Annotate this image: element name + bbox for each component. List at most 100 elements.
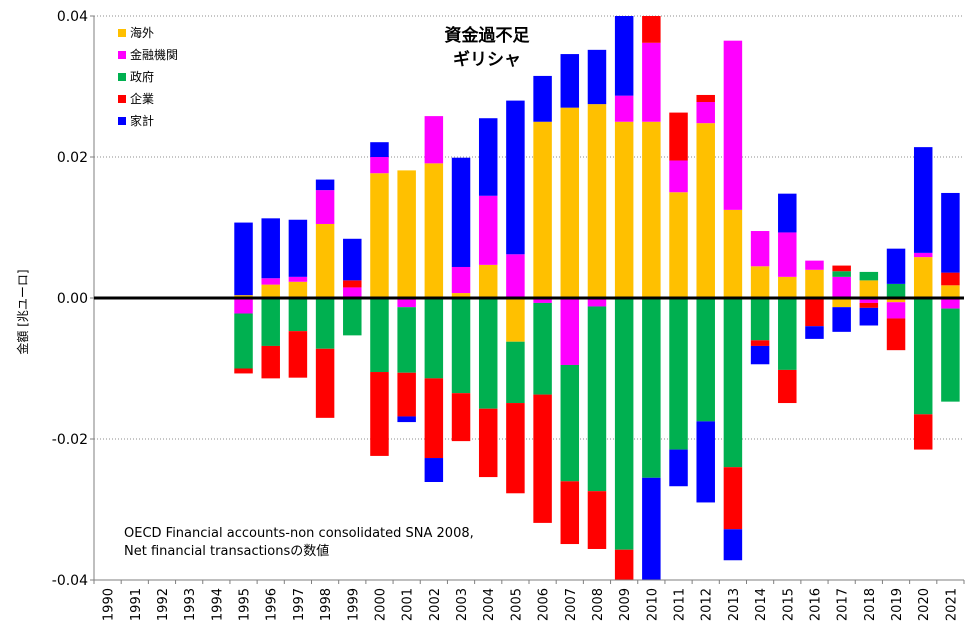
bar-segment xyxy=(315,298,335,349)
bar-segment xyxy=(886,248,906,284)
bar-segment xyxy=(506,254,525,298)
bar-segment xyxy=(370,173,389,298)
bar-segment xyxy=(941,192,960,273)
bar-segment xyxy=(343,298,362,336)
bar-segment xyxy=(750,340,770,346)
bar-segment xyxy=(424,116,444,164)
bar-segment xyxy=(288,331,308,378)
bar-segment xyxy=(343,238,362,281)
x-tick-label: 2008 xyxy=(591,588,606,621)
bar-segment xyxy=(805,298,824,327)
bar-segment xyxy=(805,269,824,298)
bar-segment xyxy=(886,318,906,351)
bar-segment xyxy=(478,118,498,196)
bar-segment xyxy=(614,298,634,550)
bar-segment xyxy=(750,345,770,365)
y-axis-label: 金額 [兆ユーロ] xyxy=(15,269,30,354)
source-note-line-2: Net financial transactionsの数値 xyxy=(124,543,329,559)
x-tick-label: 2011 xyxy=(673,588,688,621)
x-tick-label: 2001 xyxy=(401,588,416,621)
bar-segment xyxy=(750,266,770,298)
legend-swatch xyxy=(118,51,126,59)
legend-swatch xyxy=(118,29,126,37)
bar-segment xyxy=(696,421,715,503)
y-tick-label: -0.02 xyxy=(52,432,88,448)
bar-segment xyxy=(506,403,525,494)
bar-segment xyxy=(261,284,280,298)
bar-segment xyxy=(533,121,552,298)
bar-segment xyxy=(859,298,879,303)
bar-segment xyxy=(913,147,933,253)
bar-segment xyxy=(560,107,580,299)
bar-segment xyxy=(778,298,797,370)
bar-segment xyxy=(832,276,851,298)
x-tick-label: 1992 xyxy=(156,588,171,621)
bar-segment xyxy=(941,272,960,286)
bar-segment xyxy=(451,266,471,294)
y-tick-labels: 0.04 0.02 0.00 -0.02 -0.04 xyxy=(52,9,88,589)
bar-segment xyxy=(288,219,308,277)
x-tick-label: 1997 xyxy=(292,588,307,621)
bar-segment xyxy=(234,313,253,369)
legend-swatch xyxy=(118,73,126,81)
legend-label: 政府 xyxy=(130,69,154,84)
bar-segment xyxy=(778,276,797,298)
bar-segment xyxy=(587,49,607,105)
bar-segment xyxy=(696,123,715,298)
bar-segment xyxy=(478,264,498,298)
bar-segment xyxy=(750,231,770,267)
bar-segment xyxy=(315,223,335,298)
bar-segment xyxy=(832,298,851,308)
x-tick-label: 1996 xyxy=(265,588,280,621)
bar-segment xyxy=(370,298,389,373)
bar-segment xyxy=(261,345,280,379)
bar-segment xyxy=(886,302,906,319)
bar-segment xyxy=(832,307,851,332)
chart-title-line-2: ギリシャ xyxy=(453,50,521,70)
x-tick-label: 2004 xyxy=(482,588,497,621)
bar-segment xyxy=(669,160,688,193)
bar-segment xyxy=(669,112,688,161)
legend-swatch xyxy=(118,117,126,125)
bar-segment xyxy=(506,298,525,342)
bar-segment xyxy=(642,16,661,43)
bar-segment xyxy=(234,368,253,374)
bar-segment xyxy=(451,298,471,394)
bar-segment xyxy=(315,179,335,191)
legend-swatch xyxy=(118,95,126,103)
x-tick-label: 2002 xyxy=(428,588,443,621)
bar-segment xyxy=(859,302,879,308)
bar-segment xyxy=(533,298,552,303)
bar-segment xyxy=(451,393,471,442)
x-tick-label: 2012 xyxy=(700,588,715,621)
bar-segment xyxy=(805,326,824,339)
bar-segment xyxy=(397,416,416,423)
x-tick-label: 2015 xyxy=(781,588,796,621)
bar-segment xyxy=(778,193,797,233)
y-tick-label: 0.02 xyxy=(57,150,88,166)
bar-segment xyxy=(642,477,661,580)
bar-segment xyxy=(913,252,933,258)
bar-segment xyxy=(723,298,743,468)
bar-segment xyxy=(832,271,851,277)
bar-segment xyxy=(913,414,933,450)
bar-segment xyxy=(696,94,715,103)
bar-segment xyxy=(288,276,308,282)
y-tick-label: 0.00 xyxy=(57,291,88,307)
bar-segment xyxy=(587,104,607,298)
bar-segment xyxy=(397,307,416,373)
bar-segment xyxy=(315,190,335,224)
bar-segment xyxy=(315,348,335,418)
bar-segment xyxy=(642,42,661,122)
x-tick-label: 2005 xyxy=(509,588,524,621)
x-tick-label: 1998 xyxy=(319,588,334,621)
bar-segment xyxy=(533,75,552,122)
bar-segment xyxy=(642,298,661,478)
bar-segment xyxy=(397,372,416,417)
bar-segment xyxy=(941,308,960,402)
bar-segment xyxy=(234,222,253,296)
x-tick-label: 1995 xyxy=(238,588,253,621)
x-tick-label: 2010 xyxy=(645,588,660,621)
bar-segment xyxy=(478,408,498,478)
